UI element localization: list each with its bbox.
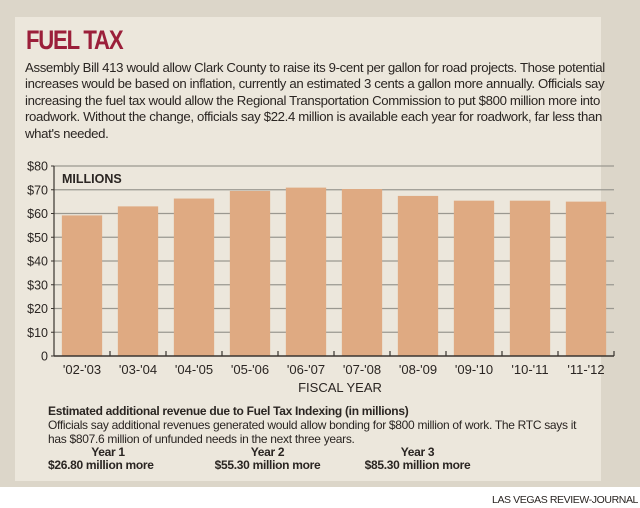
bar bbox=[341, 189, 383, 356]
y-tick-label: $50 bbox=[27, 231, 48, 245]
y-tick-label: $40 bbox=[27, 255, 48, 269]
intro-text: Assembly Bill 413 would allow Clark Coun… bbox=[25, 60, 605, 141]
bars bbox=[61, 187, 607, 356]
y-tick-label: $70 bbox=[27, 183, 48, 197]
bar bbox=[453, 200, 495, 356]
y-tick-label: $20 bbox=[27, 302, 48, 316]
x-tick-label: '09-'10 bbox=[455, 362, 493, 377]
x-tick-label: '07-'08 bbox=[343, 362, 381, 377]
year-label: Year 3 bbox=[400, 445, 435, 459]
bar bbox=[61, 215, 103, 356]
year-value: $85.30 million more bbox=[364, 458, 471, 472]
bar bbox=[397, 195, 439, 356]
x-tick-label: '08-'09 bbox=[399, 362, 437, 377]
year-value: $26.80 million more bbox=[48, 458, 154, 472]
bar bbox=[173, 198, 215, 356]
y-tick-label: $10 bbox=[27, 326, 48, 340]
estimate-body: Officials say additional revenues genera… bbox=[48, 418, 577, 446]
bar bbox=[565, 201, 607, 356]
year-label: Year 1 bbox=[91, 445, 125, 459]
x-tick-label: '04-'05 bbox=[175, 362, 213, 377]
x-tick-label: '05-'06 bbox=[231, 362, 269, 377]
y-tick-label: 0 bbox=[41, 350, 48, 364]
graphic-title: FUEL TAX bbox=[26, 25, 124, 55]
bar-chart: 0 $10 $20 $30 $40 $50 $60 $70 $80 '02-'03 '03-'04 '… bbox=[27, 160, 615, 395]
year-value: $55.30 million more bbox=[214, 458, 321, 472]
units-label: MILLIONS bbox=[62, 172, 122, 186]
x-tick-label: '02-'03 bbox=[63, 362, 101, 377]
y-tick-label: $30 bbox=[27, 278, 48, 292]
x-tick-label: '10-'11 bbox=[511, 362, 548, 377]
axis-labels: 0 $10 $20 $30 $40 $50 $60 $70 $80 '02-'03 '03-'04 '… bbox=[27, 160, 604, 378]
x-tick-label: '11-'12 bbox=[567, 362, 604, 377]
x-tick-label: '06-'07 bbox=[287, 362, 325, 377]
year-label: Year 2 bbox=[250, 445, 285, 459]
year-3-estimate: Year 3 $85.30 million more bbox=[355, 446, 480, 472]
year-1-estimate: Year 1 $26.80 million more bbox=[48, 446, 168, 472]
x-tick-label: '03-'04 bbox=[119, 362, 157, 377]
year-2-estimate: Year 2 $55.30 million more bbox=[205, 446, 330, 472]
y-tick-label: $80 bbox=[27, 160, 48, 174]
estimate-title: Estimated additional revenue due to Fuel… bbox=[48, 404, 409, 418]
x-axis-title: FISCAL YEAR bbox=[298, 380, 382, 395]
bar bbox=[285, 187, 327, 356]
bar bbox=[229, 190, 271, 356]
bar bbox=[509, 200, 551, 356]
axes bbox=[51, 165, 615, 357]
y-tick-label: $60 bbox=[27, 207, 48, 221]
source-credit: LAS VEGAS REVIEW-JOURNAL bbox=[492, 494, 638, 506]
bar bbox=[117, 206, 159, 356]
